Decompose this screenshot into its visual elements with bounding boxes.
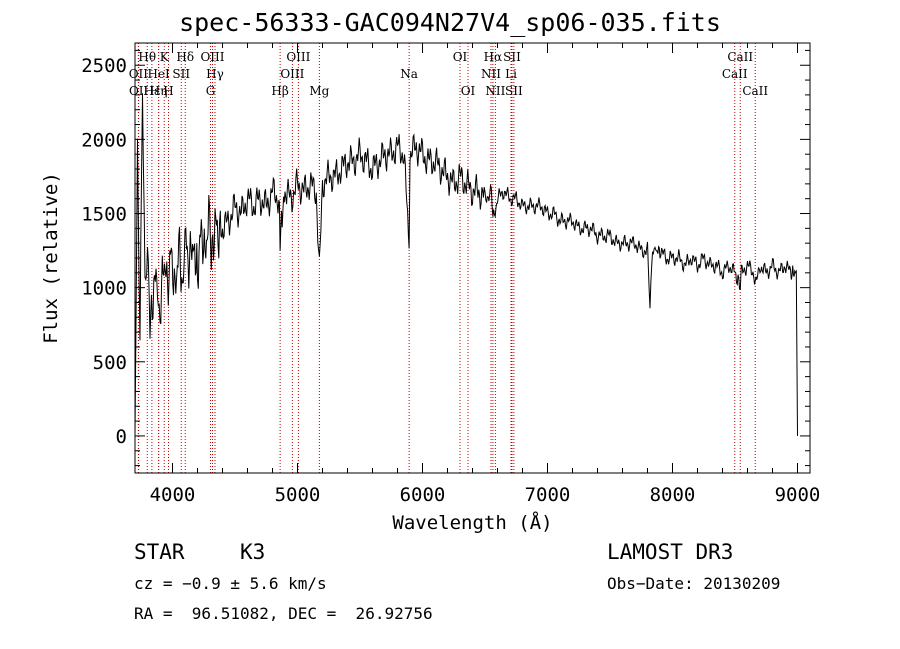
line-marker-label-4: HeI — [147, 67, 170, 81]
line-marker-label-14: OIII — [280, 67, 304, 81]
line-marker-label-22: NII — [485, 84, 505, 98]
x-tick-label-5: 9000 — [775, 484, 821, 506]
line-marker-label-18: OI — [453, 50, 468, 64]
line-marker-label-24: Li — [505, 67, 517, 81]
x-axis-label: Wavelength (Å) — [392, 511, 552, 534]
line-marker-label-1: OII — [129, 67, 149, 81]
x-tick-label-1: 5000 — [275, 484, 321, 506]
y-tick-label-0: 0 — [116, 426, 127, 448]
line-marker-label-3: Hε — [144, 84, 161, 98]
y-tick-label-3: 1500 — [81, 204, 127, 226]
x-axis-ticks: 4000 5000 6000 7000 8000 9000 — [150, 43, 821, 506]
coordinates: RA = 96.51082, DEC = 26.92756 — [134, 604, 433, 623]
y-tick-label-1: 500 — [93, 352, 127, 374]
line-marker-label-20: NII — [481, 67, 501, 81]
redshift-info: cz = −0.9 ± 5.6 km/s — [134, 574, 327, 593]
line-marker-label-8: SII — [172, 67, 190, 81]
x-tick-label-0: 4000 — [150, 484, 196, 506]
line-marker-label-17: Na — [400, 67, 418, 81]
line-marker-label-28: CaII — [742, 84, 768, 98]
line-marker-label-7: H — [163, 84, 173, 98]
observation-date: Obs−Date: 20130209 — [607, 574, 781, 593]
line-marker-label-19: OI — [461, 84, 476, 98]
survey-name: LAMOST DR3 — [607, 540, 734, 564]
x-tick-label-3: 7000 — [525, 484, 571, 506]
line-marker-label-16: Mg — [309, 84, 329, 98]
line-marker-label-2: OII — [129, 84, 149, 98]
line-marker-label-11: Hγ — [206, 67, 224, 81]
line-marker-label-25: SII — [505, 84, 523, 98]
line-marker-label-5: Hη — [150, 84, 168, 98]
line-marker-label-6: K — [160, 50, 170, 64]
line-marker-label-23: SII — [503, 50, 521, 64]
line-markers — [137, 43, 756, 473]
object-class: STAR — [134, 540, 185, 564]
y-tick-label-4: 2000 — [81, 129, 127, 151]
object-subclass: K3 — [240, 540, 266, 564]
line-marker-label-15: OIII — [286, 50, 310, 64]
chart-title: spec-56333-GAC094N27V4_sp06-035.fits — [179, 8, 721, 37]
x-tick-label-2: 6000 — [400, 484, 446, 506]
flux-series-line — [134, 93, 798, 436]
y-tick-label-5: 2500 — [81, 55, 127, 77]
line-marker-label-0: Hθ — [138, 50, 156, 64]
line-marker-label-21: Hα — [484, 50, 503, 64]
line-marker-label-27: CaII — [722, 67, 748, 81]
x-tick-label-4: 8000 — [650, 484, 696, 506]
line-marker-label-26: CaII — [727, 50, 753, 64]
line-marker-label-12: G — [206, 84, 216, 98]
y-tick-label-2: 1000 — [81, 278, 127, 300]
y-axis-ticks: 0 500 1000 1500 2000 2500 — [81, 49, 810, 467]
line-marker-label-10: OIII — [200, 50, 224, 64]
y-axis-label: Flux (relative) — [40, 172, 62, 344]
line-marker-label-9: Hδ — [176, 50, 194, 64]
line-marker-label-13: Hβ — [271, 84, 288, 98]
plot-frame — [134, 42, 811, 474]
